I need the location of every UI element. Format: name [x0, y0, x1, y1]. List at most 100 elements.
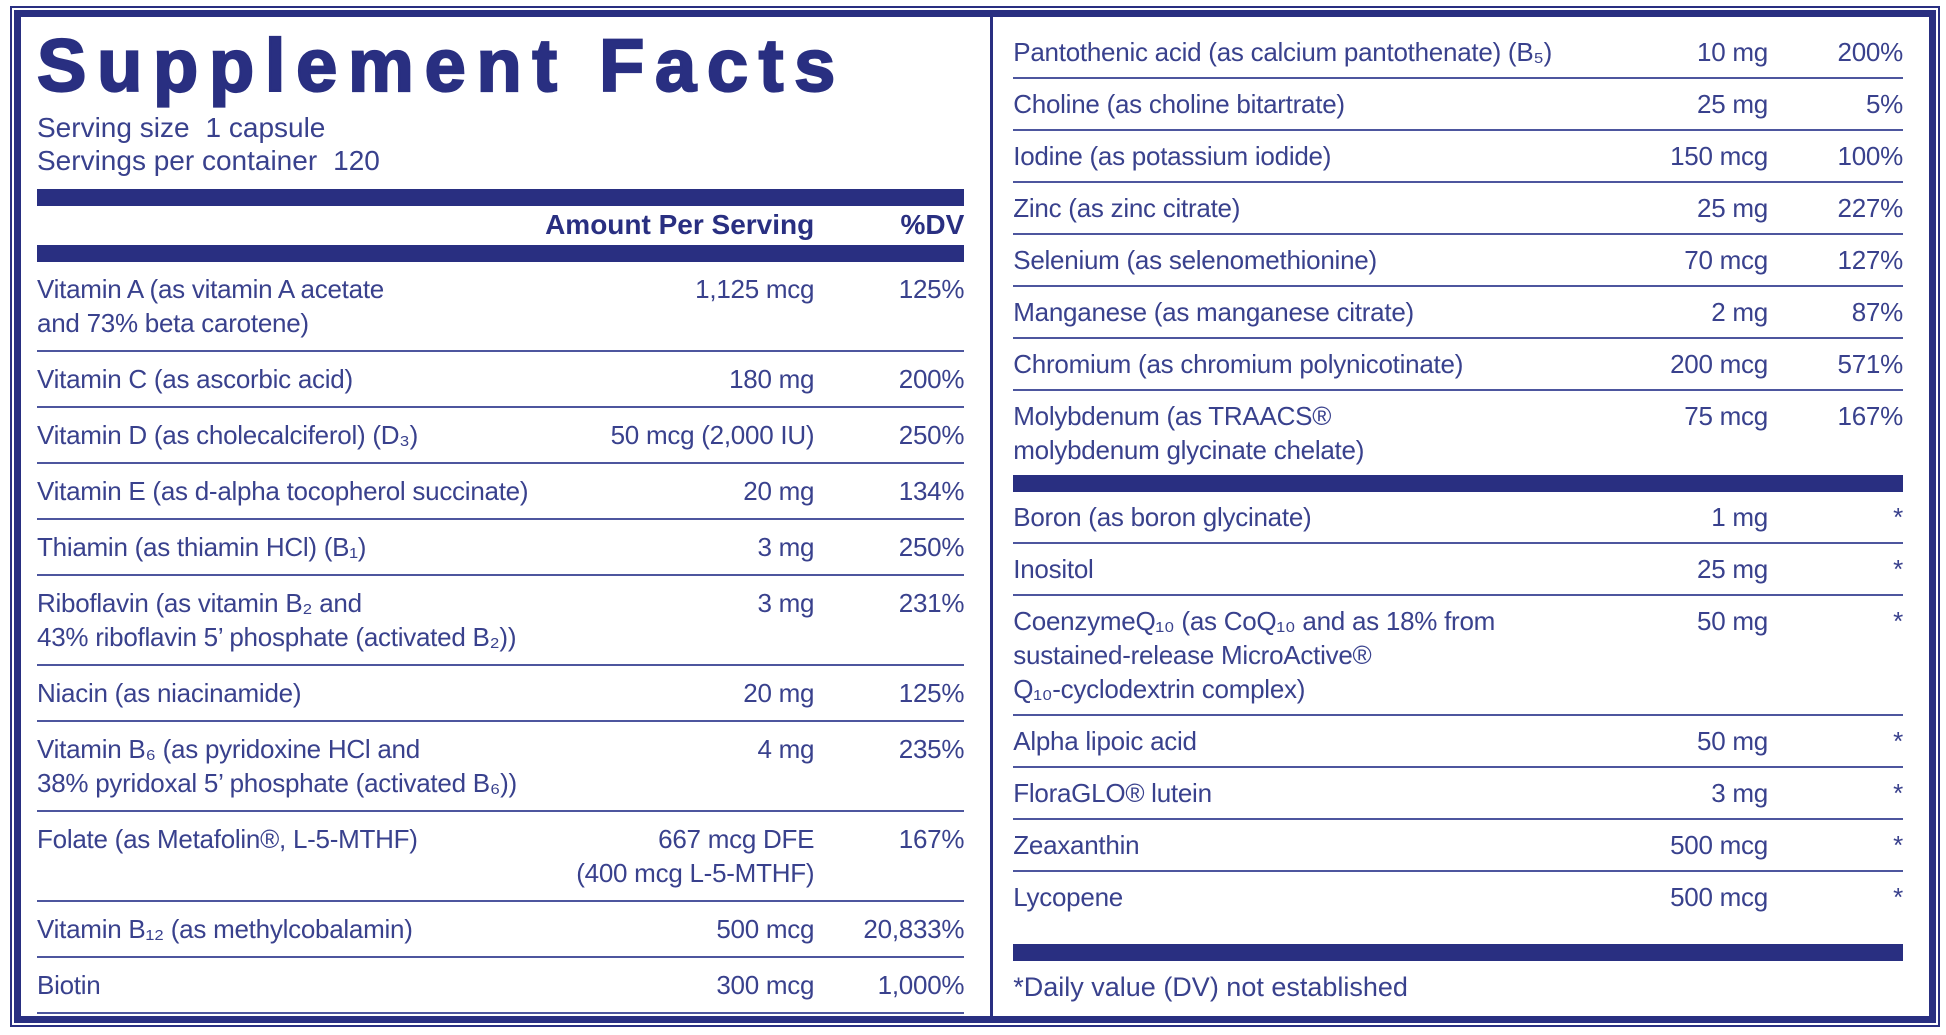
- nutrient-amount: 50 mg: [1697, 606, 1768, 636]
- nutrient-dv: 227%: [1837, 193, 1904, 223]
- servings-per-container-value: 120: [333, 145, 380, 176]
- nutrient-dv: *: [1893, 882, 1903, 912]
- table-row: Vitamin A (as vitamin A acetate and 73% …: [37, 262, 965, 350]
- other-ingredients-table: Boron (as boron glycinate) 1 mg * Inositol 2…: [1013, 492, 1903, 922]
- nutrient-name: Molybdenum (as TRAACS® molybdenum glycin…: [1013, 401, 1365, 465]
- nutrient-name: Alpha lipoic acid: [1013, 726, 1197, 756]
- nutrient-name: Zeaxanthin: [1013, 830, 1140, 860]
- nutrient-dv: *: [1893, 726, 1903, 756]
- nutrient-dv: *: [1893, 606, 1903, 636]
- table-row: Alpha lipoic acid 50 mg *: [1013, 714, 1903, 766]
- table-row: Vitamin B₁₂ (as methylcobalamin) 500 mcg 2…: [37, 900, 965, 956]
- nutrient-dv: 167%: [898, 824, 965, 854]
- nutrient-name: Niacin (as niacinamide): [37, 678, 302, 708]
- nutrient-amount: 3 mg: [757, 588, 815, 618]
- table-row: Zinc (as zinc citrate) 25 mg 227%: [1013, 181, 1903, 233]
- nutrient-amount: 500 mcg: [1670, 830, 1768, 860]
- nutrient-dv: 134%: [898, 476, 965, 506]
- nutrient-name: FloraGLO® lutein: [1013, 778, 1212, 808]
- nutrient-amount: 50 mg: [1697, 726, 1768, 756]
- table-row: Vitamin B₆ (as pyridoxine HCl and 38% py…: [37, 720, 965, 810]
- nutrient-name: Chromium (as chromium polynicotinate): [1013, 349, 1464, 379]
- nutrient-dv: *: [1893, 830, 1903, 860]
- nutrient-amount: 500 mcg: [716, 914, 815, 944]
- supplement-facts-panel: Supplement Facts Serving size 1 capsule …: [14, 10, 1936, 1023]
- nutrient-amount: 25 mg: [1697, 89, 1768, 119]
- nutrient-name: Vitamin D (as cholecalciferol) (D₃): [37, 420, 419, 450]
- serving-size-label: Serving size: [37, 112, 190, 143]
- nutrient-name: Vitamin B₁₂ (as methylcobalamin): [37, 914, 413, 944]
- nutrient-amount: 4 mg: [757, 734, 815, 764]
- table-row: Vitamin D (as cholecalciferol) (D₃) 50 mc…: [37, 406, 965, 462]
- nutrient-name: Vitamin A (as vitamin A acetate and 73% …: [37, 274, 384, 338]
- nutrient-dv: 87%: [1851, 297, 1904, 327]
- left-column: Supplement Facts Serving size 1 capsule …: [21, 17, 990, 1016]
- nutrient-name: Zinc (as zinc citrate): [1013, 193, 1241, 223]
- section-divider-bar: [37, 189, 965, 206]
- nutrient-dv: 5%: [1865, 89, 1903, 119]
- nutrient-amount: 70 mcg: [1684, 245, 1768, 275]
- nutrient-dv: 235%: [898, 734, 965, 764]
- nutrient-name: Vitamin E (as d-alpha tocopherol succina…: [37, 476, 529, 506]
- nutrient-name: Pantothenic acid (as calcium pantothenat…: [1013, 37, 1553, 67]
- nutrient-dv: 250%: [898, 420, 965, 450]
- amount-per-serving-header: Amount Per Serving: [545, 209, 815, 240]
- table-row: Lycopene 500 mcg *: [1013, 870, 1903, 922]
- minerals-table: Pantothenic acid (as calcium pantothenat…: [1013, 27, 1903, 475]
- table-row: Molybdenum (as TRAACS® molybdenum glycin…: [1013, 389, 1903, 475]
- nutrient-dv: 127%: [1837, 245, 1904, 275]
- nutrient-dv: 167%: [1837, 401, 1904, 431]
- table-row: Thiamin (as thiamin HCl) (B₁) 3 mg 250%: [37, 518, 965, 574]
- table-row: Vitamin C (as ascorbic acid) 180 mg 200%: [37, 350, 965, 406]
- nutrient-amount: 10 mg: [1697, 37, 1768, 67]
- nutrient-amount: 667 mcg DFE (400 mcg L-5-MTHF): [576, 824, 815, 888]
- nutrient-name: Lycopene: [1013, 882, 1123, 912]
- serving-size-line: Serving size 1 capsule: [37, 111, 964, 144]
- nutrient-name: Boron (as boron glycinate): [1013, 502, 1312, 532]
- section-divider-bar: [1013, 475, 1903, 492]
- table-row: Manganese (as manganese citrate) 2 mg 87%: [1013, 285, 1903, 337]
- table-row: Niacin (as niacinamide) 20 mg 125%: [37, 664, 965, 720]
- nutrient-amount: 75 mcg: [1684, 401, 1768, 431]
- table-row: Vitamin E (as d-alpha tocopherol succina…: [37, 462, 965, 518]
- nutrient-name: Folate (as Metafolin®, L-5-MTHF): [37, 824, 418, 854]
- nutrient-dv: 125%: [898, 274, 965, 304]
- table-row: Inositol 25 mg *: [1013, 542, 1903, 594]
- nutrient-dv: 231%: [898, 588, 965, 618]
- nutrient-dv: 1,000%: [877, 970, 965, 1000]
- nutrient-amount: 50 mcg (2,000 IU): [610, 420, 815, 450]
- table-row: Choline (as choline bitartrate) 25 mg 5%: [1013, 77, 1903, 129]
- column-divider-line: [990, 17, 994, 1016]
- nutrient-name: Iodine (as potassium iodide): [1013, 141, 1332, 171]
- table-row: Biotin 300 mcg 1,000%: [37, 956, 965, 1012]
- nutrient-dv: *: [1893, 554, 1903, 584]
- nutrient-dv: 571%: [1837, 349, 1904, 379]
- nutrient-name: Manganese (as manganese citrate): [1013, 297, 1414, 327]
- nutrient-name: Biotin: [37, 970, 101, 1000]
- right-column: Pantothenic acid (as calcium pantothenat…: [993, 17, 1929, 1016]
- nutrient-dv: 200%: [1837, 37, 1904, 67]
- section-divider-bar: [37, 245, 965, 262]
- percent-dv-header: %DV: [900, 209, 965, 240]
- nutrient-amount: 180 mg: [729, 364, 815, 394]
- table-row: Selenium (as selenomethionine) 70 mcg 127%: [1013, 233, 1903, 285]
- nutrient-amount: 1,125 mcg: [695, 274, 815, 304]
- nutrient-name: Riboflavin (as vitamin B₂ and 43% ribofl…: [37, 588, 517, 652]
- table-row: Iodine (as potassium iodide) 150 mcg 100%: [1013, 129, 1903, 181]
- nutrient-name: CoenzymeQ₁₀ (as CoQ₁₀ and as 18% from su…: [1013, 606, 1496, 704]
- section-divider-bar: [1013, 944, 1903, 961]
- nutrient-amount: 20 mg: [743, 678, 815, 708]
- table-row: CoenzymeQ₁₀ (as CoQ₁₀ and as 18% from su…: [1013, 594, 1903, 714]
- nutrient-dv: 20,833%: [863, 914, 965, 944]
- nutrient-amount: 1 mg: [1711, 502, 1768, 532]
- nutrient-dv: *: [1893, 502, 1903, 532]
- table-row: Folate (as Metafolin®, L-5-MTHF) 667 mcg …: [37, 810, 965, 900]
- nutrient-amount: 300 mcg: [716, 970, 815, 1000]
- table-row: Riboflavin (as vitamin B₂ and 43% ribofl…: [37, 574, 965, 664]
- table-row: Zeaxanthin 500 mcg *: [1013, 818, 1903, 870]
- table-row: Boron (as boron glycinate) 1 mg *: [1013, 492, 1903, 542]
- dv-footnote: *Daily value (DV) not established: [1013, 961, 1903, 1008]
- serving-size-value: 1 capsule: [205, 112, 326, 143]
- nutrient-name: Thiamin (as thiamin HCl) (B₁): [37, 532, 367, 562]
- nutrient-dv: 200%: [898, 364, 965, 394]
